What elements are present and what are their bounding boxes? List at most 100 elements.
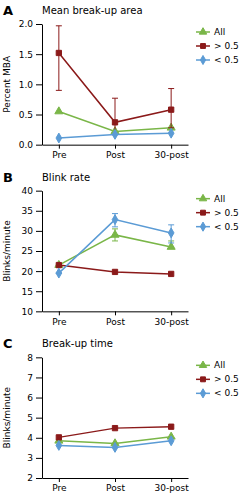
plot-area: 10152025303540PrePost30-post: [22, 186, 190, 327]
tick: 40: [22, 186, 42, 196]
title: Break-up time: [42, 338, 113, 349]
tick-mark: [59, 145, 60, 149]
series: [56, 424, 174, 440]
marker: [168, 228, 174, 238]
panel: 10152025303540PrePost30-postBlinks/minut…: [2, 170, 239, 327]
panel: 0.00.51.01.52.0PrePost30-postPercent MBA…: [2, 3, 239, 160]
tick: 7: [27, 373, 42, 383]
tick: Post: [106, 145, 125, 160]
title: Blink rate: [42, 172, 90, 183]
tick-label: 30-post: [155, 150, 190, 160]
tick-mark: [36, 145, 42, 146]
error-bar: [56, 26, 62, 91]
series: [56, 262, 174, 276]
tick-mark: [36, 438, 42, 439]
marks: [55, 214, 175, 278]
marker: [112, 269, 117, 274]
tick-mark: [36, 398, 42, 399]
plot-area: 0.00.51.01.52.0PrePost30-post: [19, 19, 190, 160]
tick: 30-post: [155, 311, 190, 326]
tick: Pre: [52, 145, 67, 160]
tick-label: Pre: [52, 317, 67, 327]
tick: 6: [27, 393, 42, 403]
series: [56, 436, 174, 452]
legend-label: > 0.5: [214, 374, 239, 384]
tick-mark: [36, 115, 42, 116]
tick-mark: [36, 478, 42, 479]
legend: All > 0.5 < 0.5: [196, 27, 239, 65]
tick: 20: [22, 266, 42, 276]
tick-mark: [36, 377, 42, 378]
axis-line: [42, 358, 43, 479]
tick-mark: [171, 145, 172, 149]
tick-mark: [171, 311, 172, 315]
legend-marker: [201, 210, 206, 215]
panel-label: A: [3, 3, 13, 18]
series: [56, 128, 174, 143]
y-axis-label: Blinks/minute: [2, 386, 12, 448]
tick: 30-post: [155, 478, 190, 493]
legend-item: All: [196, 27, 225, 37]
marker: [111, 230, 119, 237]
axis-line: [42, 191, 43, 312]
tick: Post: [106, 478, 125, 493]
tick: 5: [27, 413, 42, 423]
marker: [56, 133, 62, 143]
tick: 1.0: [19, 80, 42, 90]
tick-label: 40: [22, 186, 34, 196]
chart-svg: 0.00.51.01.52.0PrePost30-postPercent MBA…: [0, 0, 250, 500]
y-axis: 10152025303540: [22, 186, 43, 317]
marker: [112, 425, 117, 430]
error-bar: [112, 214, 118, 227]
tick: 30: [22, 226, 42, 236]
tick-mark: [36, 418, 42, 419]
series: [56, 214, 174, 278]
title: Mean break-up area: [42, 5, 143, 16]
y-axis: 0.00.51.01.52.0: [19, 19, 43, 150]
tick: 4: [27, 433, 42, 443]
tick-label: 3: [27, 453, 33, 463]
series: [55, 229, 175, 268]
error-bar: [168, 225, 174, 243]
tick: 2.0: [19, 19, 42, 29]
tick-label: 2: [27, 473, 33, 483]
tick-label: 1.0: [19, 80, 34, 90]
tick-label: 20: [22, 266, 34, 276]
tick: 15: [22, 287, 42, 297]
legend-marker: [201, 44, 206, 49]
legend-label: > 0.5: [214, 208, 239, 218]
marker: [169, 271, 174, 276]
tick-label: Post: [106, 317, 125, 327]
tick-label: Pre: [52, 483, 67, 493]
tick-mark: [36, 24, 42, 25]
marker: [112, 129, 118, 139]
legend-item: > 0.5: [196, 41, 239, 51]
marker: [56, 268, 62, 278]
series: [56, 26, 174, 135]
tick-label: 15: [22, 287, 33, 297]
legend-marker: [199, 28, 206, 34]
x-axis: Pre Post 30-post: [43, 478, 190, 493]
tick-label: 10: [22, 307, 34, 317]
tick-label: 30-post: [155, 483, 190, 493]
marker: [56, 50, 61, 55]
tick: 1.5: [19, 50, 42, 60]
marker: [112, 443, 118, 453]
tick: 8: [27, 353, 42, 363]
tick: 3: [27, 453, 42, 463]
marker: [168, 128, 174, 138]
legend-item: < 0.5: [196, 55, 239, 65]
legend-label: < 0.5: [214, 222, 239, 232]
marks: [55, 26, 175, 143]
marker: [56, 440, 62, 450]
tick: 30-post: [155, 145, 190, 160]
panel-label: C: [3, 336, 13, 351]
tick-mark: [36, 271, 42, 272]
tick-label: 7: [27, 373, 33, 383]
x-axis: Pre Post 30-post: [43, 145, 190, 160]
tick-mark: [36, 251, 42, 252]
tick-mark: [59, 311, 60, 315]
legend-label: All: [214, 194, 225, 204]
legend-marker: [199, 194, 206, 200]
tick-mark: [36, 357, 42, 358]
